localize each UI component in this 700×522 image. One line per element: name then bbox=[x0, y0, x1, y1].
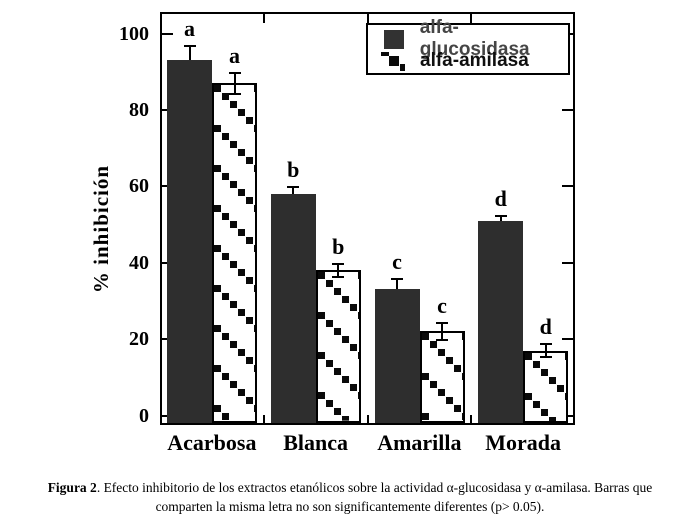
error-bar-line bbox=[499, 214, 502, 221]
error-bar-cap-top bbox=[436, 321, 448, 324]
x-tick-top bbox=[262, 14, 265, 23]
y-tick-right bbox=[562, 108, 573, 111]
bar-alfa-glucosidasa-amarilla bbox=[374, 289, 420, 423]
category-label-blanca: Blanca bbox=[283, 430, 349, 455]
category-label-morada: Morada bbox=[485, 430, 561, 455]
figure-caption: Figura 2. Efecto inhibitorio de los extr… bbox=[0, 478, 700, 516]
x-tick-bottom bbox=[262, 415, 265, 423]
significance-letter: c bbox=[437, 292, 447, 318]
error-bar-cap-top bbox=[494, 214, 507, 217]
caption-line-2: comparten la misma letra no son signific… bbox=[155, 499, 545, 514]
error-bar-cap-bottom bbox=[228, 92, 241, 95]
caption-figure-number: Figura 2 bbox=[47, 480, 97, 495]
x-tick-top bbox=[366, 14, 369, 23]
error-bar-line bbox=[233, 71, 236, 95]
significance-letter: b bbox=[287, 157, 300, 183]
y-tick-label: 0 bbox=[139, 404, 149, 427]
y-tick-label: 40 bbox=[129, 251, 149, 274]
error-bar-cap-top bbox=[287, 186, 300, 189]
solid-swatch-icon bbox=[368, 29, 420, 49]
significance-letter: d bbox=[539, 313, 552, 339]
x-tick-bottom bbox=[366, 415, 369, 423]
significance-letter: a bbox=[184, 15, 195, 41]
error-bar-cap-top bbox=[228, 71, 241, 74]
y-tick-label: 100 bbox=[119, 22, 149, 45]
y-tick-right bbox=[562, 261, 573, 264]
y-tick-label: 60 bbox=[129, 175, 149, 198]
significance-letter: c bbox=[392, 248, 402, 274]
error-bar-cap-bottom bbox=[436, 339, 448, 341]
x-tick-top bbox=[470, 14, 473, 23]
error-bar-cap-top bbox=[539, 342, 552, 345]
plot-area: a b c d a b c d bbox=[162, 14, 573, 423]
error-bar-line bbox=[441, 321, 443, 341]
bar-alfa-glucosidasa-blanca bbox=[270, 193, 316, 423]
legend-label-glucosidasa: alfa-glucosidasa bbox=[419, 17, 530, 60]
y-tick-right bbox=[562, 185, 573, 188]
error-bar-cap-top bbox=[183, 44, 196, 47]
caption-text: . Efecto inhibitorio de los extractos et… bbox=[96, 480, 653, 495]
legend-label-amilasa: alfa-amilasa bbox=[420, 50, 529, 71]
legend-item-glucosidasa: alfa-glucosidasa bbox=[368, 17, 568, 60]
legend: alfa-glucosidasa alfa-amilasa bbox=[366, 17, 570, 75]
legend-item-amilasa: alfa-amilasa bbox=[368, 50, 568, 72]
category-label-amarilla: Amarilla bbox=[377, 430, 462, 455]
bar-alfa-amilasa-morada bbox=[523, 350, 569, 423]
bar-alfa-amilasa-blanca bbox=[315, 270, 361, 423]
y-tick-left bbox=[162, 32, 173, 35]
error-bar-line bbox=[544, 342, 547, 359]
error-bar-cap-top bbox=[391, 277, 403, 280]
x-tick-bottom bbox=[470, 415, 473, 423]
hatched-swatch-icon bbox=[368, 51, 420, 72]
bar-alfa-glucosidasa-acarbosa bbox=[167, 60, 212, 423]
error-bar-line bbox=[292, 186, 295, 194]
error-bar-line bbox=[337, 262, 340, 278]
bar-alfa-amilasa-acarbosa bbox=[212, 83, 257, 423]
plot-frame: a b c d a b c d bbox=[160, 12, 575, 425]
significance-letter: d bbox=[494, 185, 507, 211]
error-bar-line bbox=[396, 277, 398, 290]
y-tick-label: 20 bbox=[129, 328, 149, 351]
error-bar-cap-top bbox=[332, 262, 345, 265]
significance-letter: a bbox=[229, 42, 240, 68]
error-bar-cap-bottom bbox=[539, 356, 552, 359]
significance-letter: b bbox=[332, 233, 345, 259]
bar-alfa-glucosidasa-morada bbox=[478, 220, 524, 423]
category-label-acarbosa: Acarbosa bbox=[167, 430, 257, 455]
y-tick-label: 80 bbox=[129, 98, 149, 121]
y-tick-right bbox=[562, 338, 573, 341]
caption-line-1: Figura 2. Efecto inhibitorio de los extr… bbox=[0, 478, 700, 497]
bar-alfa-amilasa-amarilla bbox=[419, 331, 465, 423]
error-bar-cap-bottom bbox=[332, 275, 345, 278]
error-bar-line bbox=[188, 44, 191, 61]
